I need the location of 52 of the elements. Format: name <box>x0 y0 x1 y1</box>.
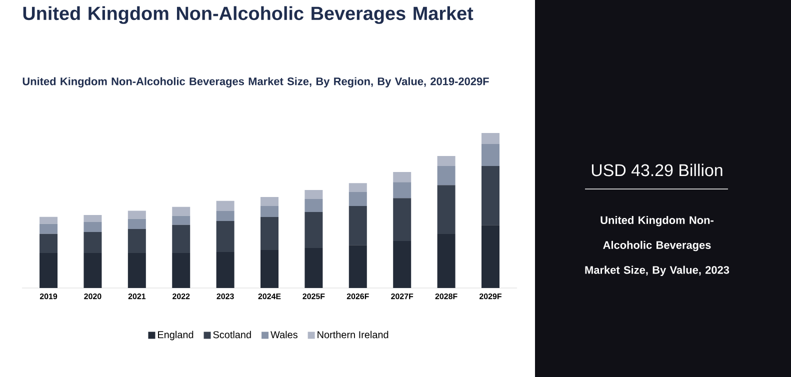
text: United Kingdom Non-Alcoholic Beverages Market Size, By Value, 2023 <box>585 216 730 276</box>
bar <box>172 252 190 288</box>
bar <box>437 234 456 288</box>
legend-label: Wales <box>270 330 298 338</box>
chart-subtitle: United Kingdom Non-Alcoholic Beverages Market Size, By Region, By Value, 2019-2029F <box>22 77 489 88</box>
legend-label: Northern Ireland <box>318 330 388 338</box>
chart-title: United Kingdom Non-Alcoholic Beverages Market <box>23 6 474 24</box>
bar <box>84 232 102 253</box>
bar <box>304 199 323 212</box>
bar <box>260 197 279 206</box>
bar <box>348 206 367 246</box>
bar <box>84 222 102 232</box>
bar <box>40 234 58 253</box>
bar <box>304 212 323 248</box>
bar <box>128 218 146 229</box>
bar <box>40 216 58 224</box>
bar <box>260 250 279 288</box>
bar <box>348 245 367 288</box>
bar <box>481 144 500 166</box>
bar <box>40 252 58 288</box>
bar <box>393 241 412 288</box>
bar <box>481 166 500 226</box>
bar <box>216 221 234 252</box>
bar <box>393 172 412 182</box>
bar <box>304 248 323 288</box>
bar <box>348 183 367 192</box>
bar <box>128 228 146 253</box>
bar <box>128 252 146 288</box>
bar <box>481 133 500 144</box>
bar <box>172 206 190 216</box>
bar <box>437 166 456 186</box>
bar <box>172 216 190 225</box>
bar <box>128 210 146 219</box>
bar <box>40 224 58 234</box>
bar <box>348 192 367 206</box>
bar <box>393 198 412 242</box>
bar <box>260 206 279 218</box>
bar <box>437 185 456 234</box>
bar <box>216 252 234 288</box>
bar <box>437 156 456 166</box>
legend-label: Scotland <box>213 330 251 338</box>
bar <box>304 190 323 200</box>
bar <box>216 210 234 222</box>
bar <box>84 252 102 288</box>
bar <box>260 217 279 250</box>
bar <box>172 224 190 253</box>
bar <box>393 182 412 198</box>
bar <box>216 200 234 211</box>
text: USD 43.29 Billion <box>592 164 722 176</box>
bar <box>481 225 500 288</box>
bar <box>84 214 102 222</box>
legend-label: England <box>158 330 194 340</box>
